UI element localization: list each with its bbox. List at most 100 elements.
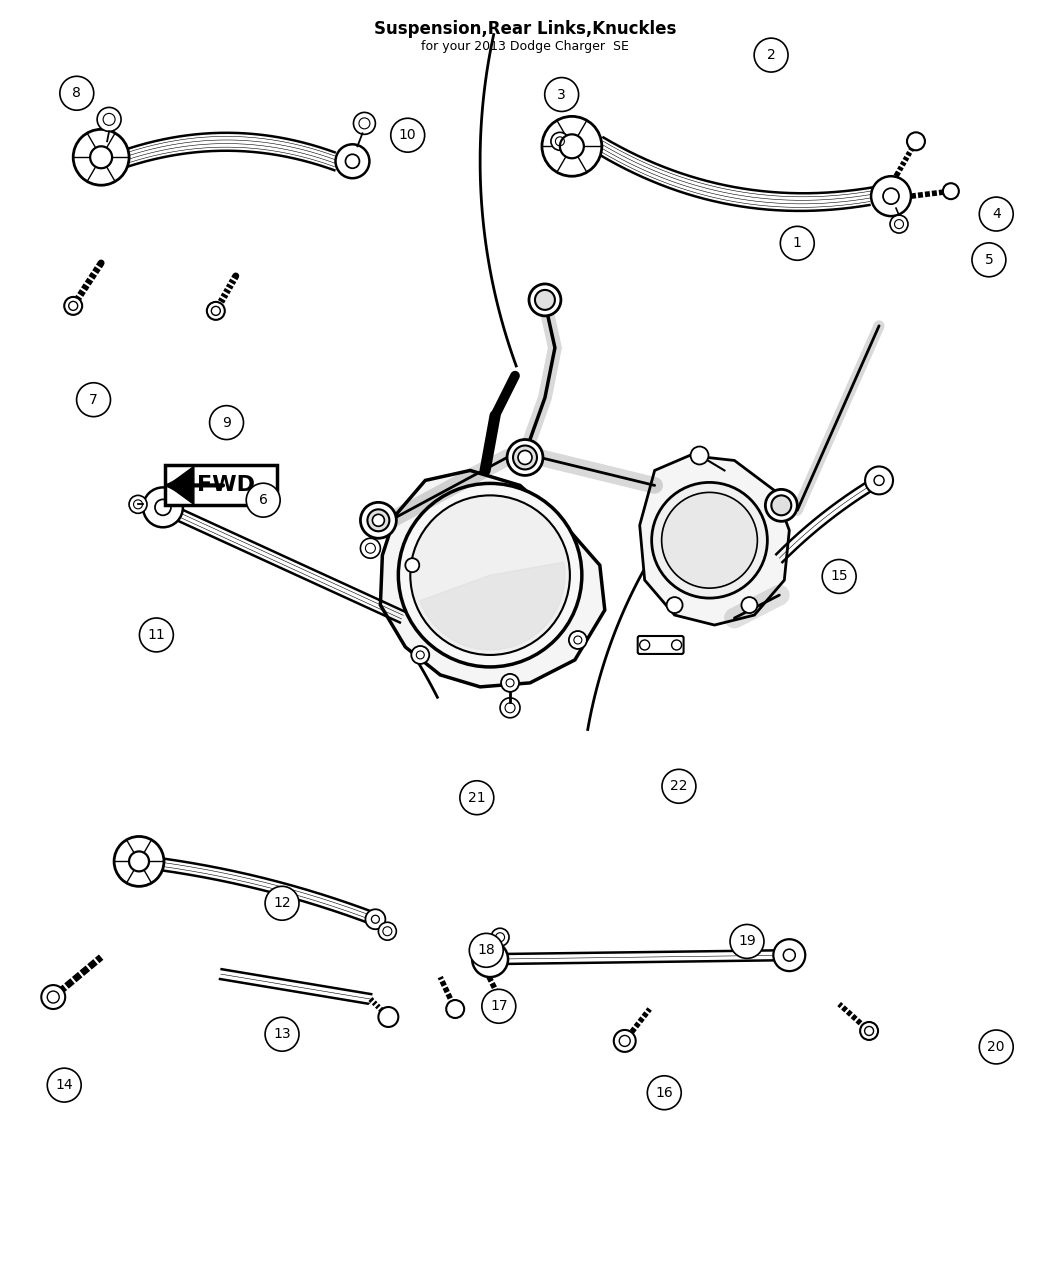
Text: 19: 19 — [738, 935, 756, 949]
Text: 18: 18 — [478, 944, 496, 958]
Circle shape — [372, 915, 379, 923]
Text: 15: 15 — [831, 570, 848, 584]
Circle shape — [469, 933, 503, 968]
Circle shape — [411, 496, 570, 655]
Circle shape — [412, 646, 429, 664]
Text: 21: 21 — [468, 790, 486, 805]
Circle shape — [64, 297, 82, 315]
Circle shape — [614, 1030, 635, 1052]
FancyBboxPatch shape — [637, 636, 684, 654]
Circle shape — [545, 78, 579, 111]
Circle shape — [874, 476, 884, 486]
Circle shape — [507, 440, 543, 476]
Circle shape — [648, 1076, 681, 1109]
Circle shape — [60, 76, 93, 110]
Circle shape — [265, 1017, 299, 1051]
Circle shape — [529, 284, 561, 316]
Polygon shape — [420, 562, 565, 650]
Circle shape — [491, 928, 509, 946]
Circle shape — [534, 289, 554, 310]
Text: Suspension,Rear Links,Knuckles: Suspension,Rear Links,Knuckles — [374, 19, 676, 38]
Circle shape — [360, 502, 396, 538]
Circle shape — [730, 924, 764, 959]
Text: 3: 3 — [558, 88, 566, 102]
Circle shape — [518, 450, 532, 464]
Circle shape — [378, 1007, 398, 1026]
Circle shape — [672, 640, 681, 650]
Circle shape — [639, 640, 650, 650]
Polygon shape — [380, 470, 605, 687]
Circle shape — [74, 129, 129, 185]
Circle shape — [980, 198, 1013, 231]
Polygon shape — [168, 467, 194, 505]
Circle shape — [943, 184, 959, 199]
Circle shape — [483, 952, 497, 966]
Circle shape — [980, 1030, 1013, 1063]
Circle shape — [207, 302, 225, 320]
Circle shape — [780, 227, 814, 260]
Circle shape — [662, 769, 696, 803]
Circle shape — [890, 215, 908, 233]
Circle shape — [491, 991, 509, 1009]
Circle shape — [378, 922, 396, 940]
FancyBboxPatch shape — [165, 465, 276, 505]
Circle shape — [247, 483, 280, 518]
Text: for your 2013 Dodge Charger  SE: for your 2013 Dodge Charger SE — [421, 40, 629, 52]
Circle shape — [365, 909, 385, 929]
Text: 20: 20 — [987, 1040, 1005, 1054]
Circle shape — [368, 509, 390, 532]
Circle shape — [114, 836, 164, 886]
Circle shape — [41, 986, 65, 1009]
Text: 12: 12 — [273, 896, 291, 910]
Circle shape — [391, 119, 424, 152]
Text: 13: 13 — [273, 1028, 291, 1042]
Text: 11: 11 — [147, 629, 165, 641]
Circle shape — [860, 1023, 878, 1040]
Circle shape — [405, 558, 419, 572]
Circle shape — [560, 134, 584, 158]
Text: 6: 6 — [258, 493, 268, 507]
Circle shape — [446, 1000, 464, 1017]
Circle shape — [754, 38, 789, 73]
Circle shape — [210, 405, 244, 440]
Circle shape — [90, 147, 112, 168]
Circle shape — [472, 941, 508, 977]
Circle shape — [47, 1068, 81, 1102]
Circle shape — [907, 133, 925, 150]
Text: 2: 2 — [766, 48, 776, 62]
Text: 22: 22 — [670, 779, 688, 793]
Circle shape — [398, 483, 582, 667]
Text: 4: 4 — [992, 207, 1001, 221]
Circle shape — [360, 538, 380, 558]
Circle shape — [774, 940, 805, 972]
Polygon shape — [639, 455, 790, 625]
Circle shape — [140, 618, 173, 652]
Circle shape — [460, 780, 493, 815]
Circle shape — [500, 697, 520, 718]
Circle shape — [822, 560, 856, 593]
Circle shape — [542, 116, 602, 176]
Text: 9: 9 — [223, 416, 231, 430]
Text: 5: 5 — [985, 252, 993, 266]
Circle shape — [513, 445, 537, 469]
Circle shape — [741, 597, 757, 613]
Text: 17: 17 — [490, 1000, 507, 1014]
Circle shape — [373, 514, 384, 527]
Circle shape — [482, 989, 516, 1024]
Text: 10: 10 — [399, 129, 417, 143]
Circle shape — [772, 496, 792, 515]
Circle shape — [265, 886, 299, 921]
Circle shape — [765, 490, 797, 521]
Text: 1: 1 — [793, 236, 802, 250]
Circle shape — [129, 852, 149, 871]
Circle shape — [551, 133, 569, 150]
Text: 16: 16 — [655, 1086, 673, 1100]
Text: FWD: FWD — [196, 476, 255, 496]
Circle shape — [972, 242, 1006, 277]
Circle shape — [345, 154, 359, 168]
Circle shape — [569, 631, 587, 649]
Circle shape — [691, 446, 709, 464]
Text: 7: 7 — [89, 393, 98, 407]
Circle shape — [98, 107, 121, 131]
Circle shape — [501, 674, 519, 692]
